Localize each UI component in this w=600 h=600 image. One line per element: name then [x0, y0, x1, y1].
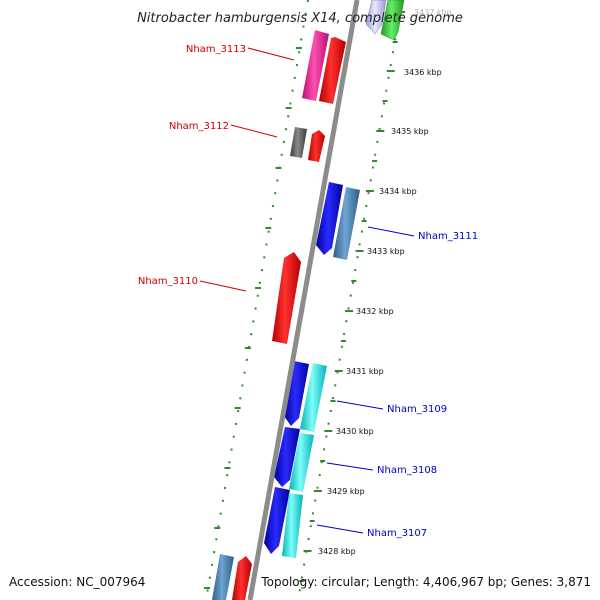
gene-arrow-red-3113	[319, 37, 346, 104]
leader-line-3109	[336, 400, 384, 410]
gene-arrow-red-3110	[272, 252, 301, 344]
gene-arrow-top-lavender	[365, 0, 387, 35]
tick-label: 3435 kbp	[391, 127, 429, 136]
gene-label-nham-3108[interactable]: Nham_3108	[377, 465, 437, 476]
gene-arrow-cyan-segment-2	[289, 433, 314, 492]
tick-label: 3431 kbp	[346, 367, 384, 376]
gene-arrow-bottom-steelblue	[212, 554, 234, 600]
gene-label-nham-3107[interactable]: Nham_3107	[367, 528, 427, 539]
gene-arrow-blue-3111	[316, 182, 343, 255]
leader-line-3111	[367, 226, 415, 237]
map-title: Nitrobacter hamburgensis X14, complete g…	[137, 11, 463, 26]
tick-label: 3434 kbp	[379, 187, 417, 196]
leader-line-3112	[230, 124, 278, 138]
gene-arrow-blue-3108	[274, 427, 300, 487]
gene-arrow-magenta-3113	[302, 30, 329, 101]
gene-arrow-cyan-segment-3	[282, 493, 303, 558]
tick-labels: 3437 kbp 3436 kbp 3435 kbp 3434 kbp 3433…	[318, 8, 452, 556]
leader-line-3108	[326, 462, 374, 471]
leader-line-3113	[247, 47, 295, 61]
gene-label-nham-3109[interactable]: Nham_3109	[387, 404, 447, 415]
tick-label: 3428 kbp	[318, 547, 356, 556]
tick-label: 3437 kbp	[414, 8, 452, 17]
tick-label: 3433 kbp	[367, 247, 405, 256]
ring-outer-dotted-border	[297, 0, 403, 600]
gene-arrow-steelblue-3111	[333, 187, 360, 260]
tick-label: 3436 kbp	[404, 68, 442, 77]
accession-text: Accession: NC_007964	[9, 575, 145, 589]
gene-arrow-blue-3107	[264, 487, 290, 554]
tick-label: 3429 kbp	[327, 487, 365, 496]
gene-arrow-gray-3112	[290, 127, 307, 158]
gene-label-nham-3112[interactable]: Nham_3112	[169, 121, 229, 132]
gene-labels: Nham_3113 Nham_3112 Nham_3111 Nham_3110 …	[138, 44, 478, 539]
tick-label: 3430 kbp	[336, 427, 374, 436]
gene-label-leaders	[199, 47, 415, 534]
gene-features	[212, 0, 405, 600]
gene-label-nham-3111[interactable]: Nham_3111	[418, 231, 478, 242]
major-ticks	[303, 11, 405, 552]
gene-arrow-top-green	[380, 0, 405, 41]
gene-arrow-red-3112	[308, 130, 325, 162]
minor-ticks	[204, 41, 398, 589]
gene-label-nham-3113[interactable]: Nham_3113	[186, 44, 246, 55]
leader-line-3107	[316, 524, 364, 534]
gene-arrow-bottom-red	[232, 556, 252, 600]
genome-backbone	[247, 0, 360, 600]
tick-label: 3432 kbp	[356, 307, 394, 316]
gene-label-nham-3110[interactable]: Nham_3110	[138, 276, 198, 287]
gene-arrow-blue-3109	[284, 361, 309, 426]
gene-arrow-cyan-segment-1	[300, 363, 327, 432]
ring-inner-dotted-border	[205, 0, 309, 600]
leader-line-3110	[199, 280, 247, 292]
genome-summary-text: Topology: circular; Length: 4,406,967 bp…	[260, 575, 591, 589]
